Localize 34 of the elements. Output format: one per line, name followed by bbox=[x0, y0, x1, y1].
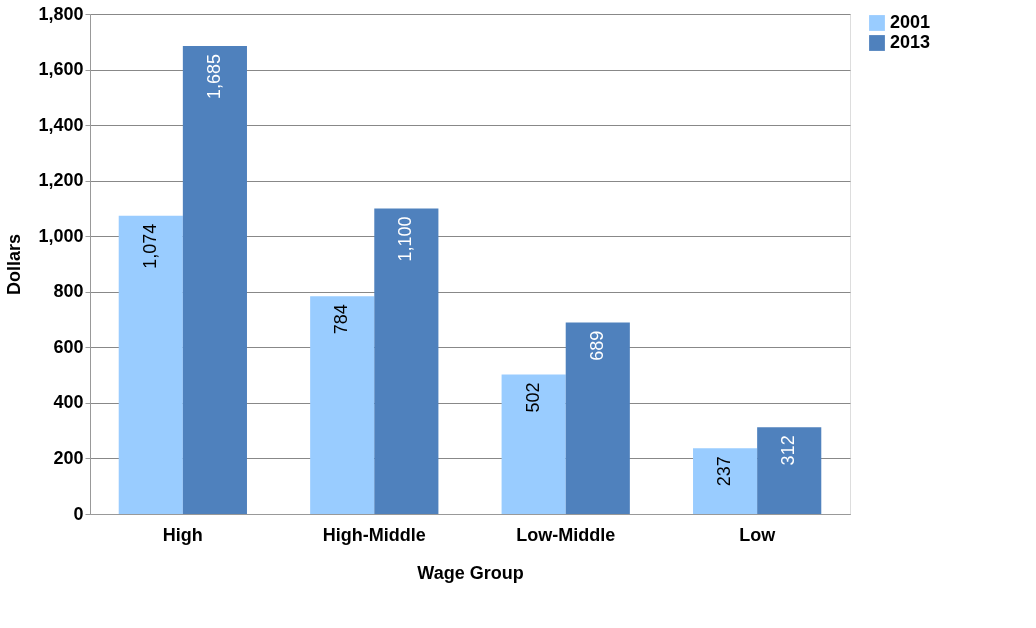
bar bbox=[757, 427, 822, 514]
y-tick-label: 1,800 bbox=[38, 3, 84, 24]
bar bbox=[501, 374, 566, 514]
bar bbox=[374, 208, 439, 514]
data-label: 1,074 bbox=[139, 223, 160, 269]
y-tick-label: 400 bbox=[53, 392, 84, 413]
x-tick-label: Low-Middle bbox=[516, 524, 616, 545]
legend-label: 2013 bbox=[890, 32, 931, 52]
data-label: 312 bbox=[778, 435, 799, 466]
x-tick-label: High-Middle bbox=[322, 524, 426, 545]
y-tick-label: 200 bbox=[53, 447, 84, 468]
data-label: 502 bbox=[522, 382, 543, 413]
bar bbox=[693, 448, 758, 514]
data-label: 784 bbox=[331, 304, 352, 335]
data-label: 1,100 bbox=[395, 216, 416, 262]
y-tick-label: 0 bbox=[73, 503, 84, 524]
data-label: 1,685 bbox=[203, 53, 224, 99]
x-axis-title: Wage Group bbox=[417, 562, 524, 583]
bar bbox=[182, 45, 247, 514]
y-tick-label: 600 bbox=[53, 336, 84, 357]
y-tick-label: 1,400 bbox=[38, 114, 84, 135]
y-tick-label: 1,600 bbox=[38, 59, 84, 80]
y-tick-label: 1,000 bbox=[38, 225, 84, 246]
y-tick-label: 1,200 bbox=[38, 170, 84, 191]
data-label: 237 bbox=[714, 456, 735, 487]
data-label: 689 bbox=[586, 330, 607, 361]
bar bbox=[565, 322, 630, 514]
y-axis-title: Dollars bbox=[4, 233, 25, 296]
bar bbox=[310, 296, 375, 514]
x-tick-label: Low bbox=[739, 524, 777, 545]
bar bbox=[118, 215, 183, 514]
y-tick-label: 800 bbox=[53, 281, 84, 302]
legend-label: 2001 bbox=[890, 12, 931, 32]
x-tick-label: High bbox=[162, 524, 203, 545]
